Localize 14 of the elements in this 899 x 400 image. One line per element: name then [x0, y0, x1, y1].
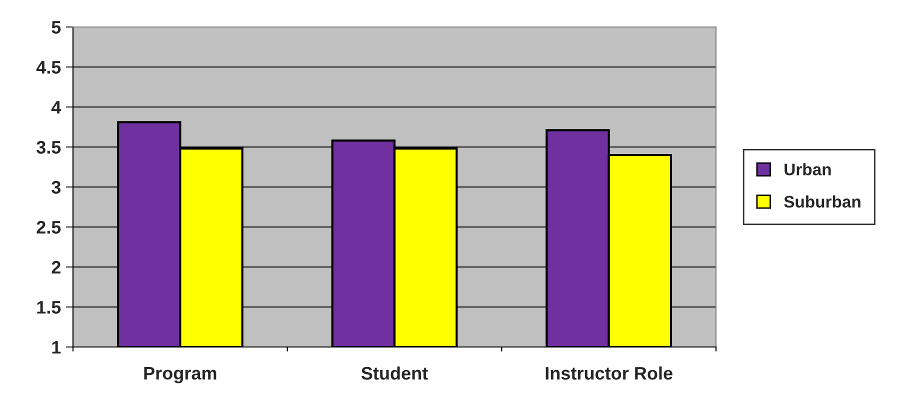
y-tick-label: 4.5 — [36, 61, 61, 74]
legend-label: Suburban — [784, 195, 860, 208]
legend-label: Urban — [784, 163, 831, 176]
y-tick-label: 3.5 — [36, 140, 61, 154]
x-tick-label: Student — [361, 366, 428, 380]
x-tick-label: Program — [144, 367, 216, 384]
y-tick-label: 4 — [51, 101, 62, 114]
y-tick-label: 1 — [52, 341, 61, 354]
y-tick-label: 5 — [52, 21, 61, 34]
y-tick-label: 2.5 — [36, 220, 61, 234]
y-tick-label: 1.5 — [37, 301, 61, 314]
y-tick-label: 2 — [52, 260, 60, 274]
y-tick-label: 3 — [52, 180, 61, 194]
x-tick-label: Instructor Role — [546, 366, 672, 380]
